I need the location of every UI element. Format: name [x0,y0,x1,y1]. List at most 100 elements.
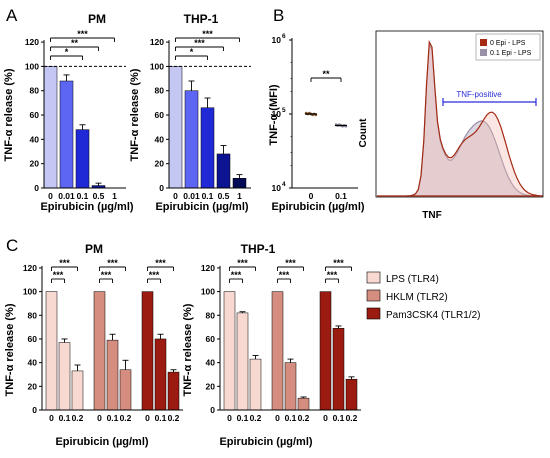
bar [154,338,167,411]
y-tick-label: 20 [155,159,165,169]
legend-swatch-pam3csk4 [366,307,381,320]
bar [184,90,199,189]
x-tick-label: 0 [145,413,150,423]
bar [200,107,215,189]
y-tick-exponent: 4 [282,181,286,188]
y-tick-label: 20 [206,381,216,391]
x-tick-label: 0.1 [333,413,345,423]
x-tick-label: 0.1 [155,413,167,423]
x-tick-label: 0.2 [120,413,132,423]
x-tick-label: 0 [323,413,328,423]
x-tick-label: 0 [309,191,314,201]
significance-label: *** [327,270,338,280]
x-tick-label: 0.2 [168,413,180,423]
bar [71,370,84,411]
y-tick-label: 100 [150,61,164,71]
y-tick-label: 60 [155,110,165,120]
significance-label: ** [322,69,330,79]
y-tick-label: 60 [28,334,38,344]
legend-label: 0 Epi - LPS [490,40,526,47]
significance-label: *** [77,29,88,39]
legend-label: LPS (TLR4) [386,274,439,285]
bar [271,291,284,411]
x-tick-label: 0.01 [58,191,75,201]
y-tick-label: 80 [155,86,165,96]
x-tick-label: 0 [49,413,54,423]
x-tick-label: 0.01 [183,191,200,201]
y-axis-label: Count [358,118,369,148]
y-tick-label: 60 [30,110,40,120]
legend-swatch-lps [366,271,381,284]
x-tick-label: 0.1 [107,413,119,423]
y-tick-label: 40 [30,134,40,144]
gate-label: TNF-positive [456,90,502,99]
x-tick-label: 0.2 [298,413,310,423]
significance-label: *** [279,270,290,280]
significance-label: * [190,47,194,57]
y-tick-label: 100 [23,287,37,297]
x-tick-label: 0.5 [93,191,105,201]
significance-label: *** [194,38,205,48]
x-tick-label: 0.2 [346,413,358,423]
legend-label: 0.1 Epi - LPS [490,50,532,57]
significance-label: *** [59,258,70,268]
x-tick-label: 1 [237,191,242,201]
significance-label: *** [101,270,112,280]
bar [297,397,310,411]
chart-title: PM [88,12,106,26]
x-axis-label: Epirubicin (µg/ml) [271,201,364,213]
y-tick-label: 10 [272,35,282,45]
significance-label: ** [71,38,79,48]
y-axis-label: TNF-α release (%) [129,68,141,161]
y-tick-exponent: 5 [282,107,286,114]
chart-b-flow: Count TNF TNF-positive 0 Epi - LPS 0.1 Epi… [358,30,544,221]
significance-label: *** [53,270,64,280]
y-tick-label: 40 [28,358,38,368]
significance-label: *** [202,29,213,39]
x-tick-label: 0.1 [237,413,249,423]
bar [43,66,58,189]
bar [167,371,180,411]
bar [284,362,297,411]
chart-c-pm: PM TNF-α release (%) Epirubicin (µg/ml) … [4,242,183,448]
bar [106,339,119,411]
x-tick-label: 0.1 [77,191,89,201]
y-tick-label: 80 [28,310,38,320]
x-tick-label: 0 [48,191,53,201]
y-tick-label: 40 [155,134,165,144]
y-tick-label: 20 [28,381,38,391]
y-tick-label: 10 [272,109,282,119]
x-tick-label: 0.1 [59,413,71,423]
y-tick-label: 80 [206,310,216,320]
y-tick-label: 10 [272,183,282,193]
bar [332,328,345,411]
x-tick-label: 0.1 [335,191,347,201]
y-tick-label: 100 [201,287,215,297]
x-tick-label: 0 [97,413,102,423]
plot-frame [375,30,544,198]
y-tick-label: 40 [206,358,216,368]
x-tick-label: 0.5 [218,191,230,201]
x-axis-label: Epirubicin (µg/ml) [40,201,133,213]
x-tick-label: 0.1 [202,191,214,201]
x-axis-label: Epirubicin (µg/ml) [55,436,148,448]
significance-label: *** [285,258,296,268]
x-axis-label: Epirubicin (µg/ml) [219,436,312,448]
histogram-0-epi [377,39,543,197]
legend-label: HKLM (TLR2) [386,292,448,303]
y-tick-label: 120 [23,263,37,273]
bar [59,80,74,189]
chart-title: THP-1 [241,242,276,256]
y-tick-label: 0 [34,183,39,193]
legend-swatch-gray [480,49,487,56]
y-tick-label: 0 [159,183,164,193]
y-tick-label: 120 [25,37,39,47]
x-tick-label: 0.2 [250,413,262,423]
panel-label-b: B [273,6,284,25]
y-tick-label: 0 [210,405,215,415]
y-axis-label: TNF-α release (%) [182,303,194,396]
x-axis-label: Epirubicin (µg/ml) [155,201,248,213]
y-axis-label: TNF-α (MFI) [268,84,280,145]
